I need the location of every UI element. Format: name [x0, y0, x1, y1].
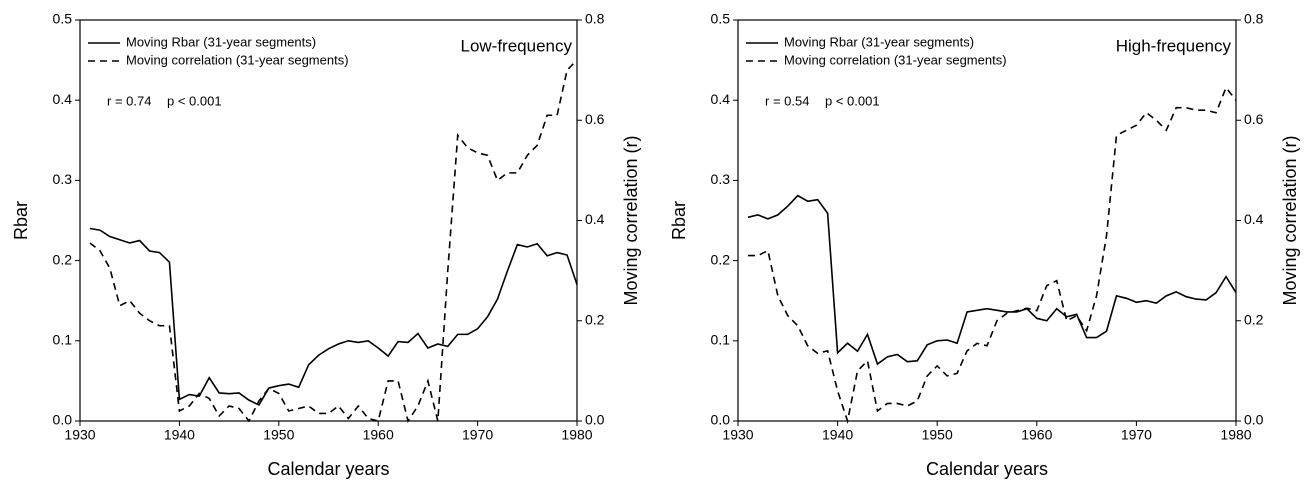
- y-tick-label: 0.1: [53, 332, 73, 348]
- y2-tick-label: 0.2: [585, 311, 605, 327]
- y-tick-label: 0.4: [53, 91, 73, 107]
- x-axis-label: Calendar years: [926, 459, 1048, 479]
- legend-label: Moving correlation (31-year segments): [126, 52, 349, 67]
- x-tick-label: 1980: [561, 427, 592, 443]
- y-axis-label: Rbar: [11, 201, 31, 240]
- x-tick-label: 1980: [1220, 427, 1251, 443]
- y2-tick-label: 0.8: [585, 11, 605, 27]
- x-tick-label: 1940: [164, 427, 195, 443]
- y-tick-label: 0.1: [711, 332, 731, 348]
- legend-label: Moving Rbar (31-year segments): [126, 34, 316, 49]
- x-tick-label: 1970: [1121, 427, 1152, 443]
- y-tick-label: 0.2: [711, 251, 731, 267]
- series-line: [747, 86, 1237, 425]
- legend-label: Moving correlation (31-year segments): [784, 52, 1007, 67]
- y-axis-label: Rbar: [669, 201, 689, 240]
- y2-tick-label: 0.4: [585, 211, 605, 227]
- x-tick-label: 1970: [462, 427, 493, 443]
- x-tick-label: 1930: [722, 427, 753, 443]
- x-tick-label: 1930: [64, 427, 95, 443]
- y2-tick-label: 0.6: [585, 111, 605, 127]
- y2-axis-label: Moving correlation (r): [621, 135, 641, 305]
- y-tick-label: 0.3: [53, 171, 73, 187]
- y2-tick-label: 0.0: [1244, 412, 1264, 428]
- x-tick-label: 1950: [263, 427, 294, 443]
- y2-tick-label: 0.0: [585, 412, 605, 428]
- y-tick-label: 0.5: [53, 11, 73, 27]
- y2-axis-label: Moving correlation (r): [1280, 135, 1300, 305]
- y2-tick-label: 0.6: [1244, 111, 1264, 127]
- x-tick-label: 1960: [1021, 427, 1052, 443]
- y-tick-label: 0.2: [53, 251, 73, 267]
- y-tick-label: 0.0: [711, 412, 731, 428]
- annotation: High-frequency: [1116, 36, 1232, 55]
- series-line: [89, 227, 578, 407]
- series-line: [747, 194, 1237, 366]
- y-tick-label: 0.5: [711, 11, 731, 27]
- x-axis-label: Calendar years: [267, 459, 389, 479]
- x-tick-label: 1950: [922, 427, 953, 443]
- plot-frame: [79, 19, 578, 422]
- series-line: [89, 59, 578, 423]
- y2-tick-label: 0.2: [1244, 311, 1264, 327]
- y-tick-label: 0.4: [711, 91, 731, 107]
- annotation: p < 0.001: [167, 93, 222, 108]
- x-tick-label: 1960: [363, 427, 394, 443]
- y-tick-label: 0.0: [53, 412, 73, 428]
- y-tick-label: 0.3: [711, 171, 731, 187]
- x-tick-label: 1940: [822, 427, 853, 443]
- y2-tick-label: 0.4: [1244, 211, 1264, 227]
- annotation: p < 0.001: [825, 93, 880, 108]
- legend-label: Moving Rbar (31-year segments): [784, 34, 974, 49]
- y2-tick-label: 0.8: [1244, 11, 1264, 27]
- annotation: r = 0.74: [107, 93, 151, 108]
- annotation: r = 0.54: [765, 93, 809, 108]
- annotation: Low-frequency: [460, 36, 572, 55]
- plot-frame: [737, 19, 1237, 422]
